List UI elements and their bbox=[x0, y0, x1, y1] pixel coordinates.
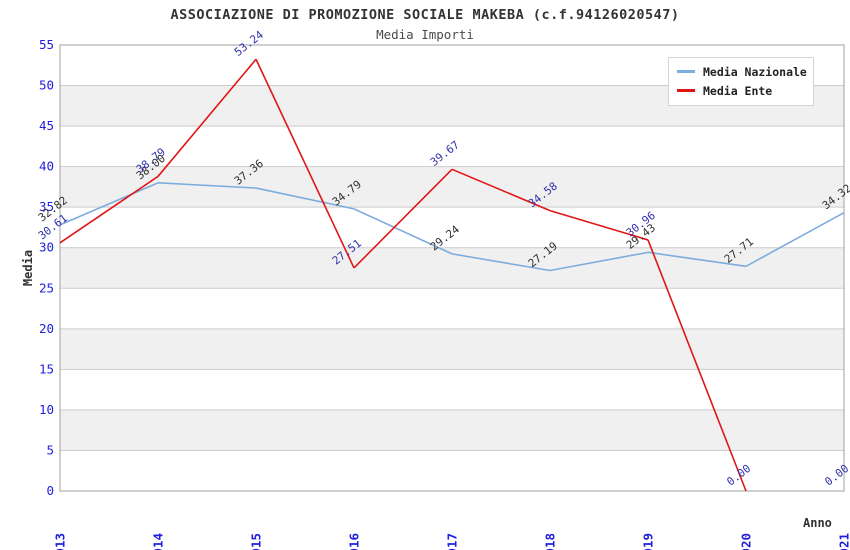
legend-item-media-nazionale: Media Nazionale bbox=[677, 62, 807, 81]
series-line-ente bbox=[647, 239, 747, 492]
x-tick-label: 2021 bbox=[837, 533, 850, 550]
x-tick-label: 2018 bbox=[543, 533, 558, 550]
series-line-nazionale bbox=[255, 187, 355, 210]
y-tick-label: 25 bbox=[39, 280, 54, 295]
series-line-nazionale bbox=[549, 251, 649, 272]
series-line-ente bbox=[549, 209, 649, 241]
x-tick-label: 2017 bbox=[445, 533, 460, 550]
legend: Media Nazionale Media Ente bbox=[668, 57, 814, 106]
point-label-ente: 0.00 bbox=[822, 462, 850, 489]
point-label-ente: 39.67 bbox=[428, 138, 462, 169]
series-line-nazionale bbox=[647, 251, 747, 268]
legend-swatch-media-ente-icon bbox=[677, 89, 695, 92]
x-tick-label: 2016 bbox=[347, 533, 362, 550]
y-tick-label: 30 bbox=[39, 240, 54, 255]
x-tick-label: 2013 bbox=[53, 533, 68, 550]
series-line-ente bbox=[451, 168, 551, 212]
plot-border bbox=[59, 44, 845, 492]
y-tick-label: 10 bbox=[39, 402, 54, 417]
legend-label-media-nazionale: Media Nazionale bbox=[703, 64, 807, 79]
y-tick-label: 35 bbox=[39, 199, 54, 214]
x-tick-label: 2019 bbox=[641, 533, 656, 550]
series-line-nazionale bbox=[157, 182, 257, 189]
series-line-nazionale bbox=[353, 208, 453, 255]
y-tick-label: 45 bbox=[39, 118, 54, 133]
y-tick-label: 20 bbox=[39, 321, 54, 336]
series-line-ente bbox=[157, 58, 257, 177]
y-tick-label: 40 bbox=[39, 159, 54, 174]
chart-subtitle: Media Importi bbox=[376, 27, 474, 42]
series-line-ente bbox=[353, 168, 453, 269]
plot-band bbox=[60, 166, 844, 208]
series-line-nazionale bbox=[745, 211, 845, 267]
series-line-ente bbox=[59, 175, 159, 244]
chart-title: ASSOCIAZIONE DI PROMOZIONE SOCIALE MAKEB… bbox=[170, 7, 680, 23]
y-tick-label: 55 bbox=[39, 37, 54, 52]
x-tick-label: 2020 bbox=[739, 533, 754, 550]
point-label-ente: 0.00 bbox=[724, 462, 753, 489]
x-axis-title: Anno bbox=[803, 516, 832, 530]
legend-item-media-ente: Media Ente bbox=[677, 81, 805, 100]
y-axis-title: Media bbox=[21, 249, 35, 287]
series-line-ente bbox=[255, 58, 355, 269]
y-tick-label: 50 bbox=[39, 78, 54, 93]
legend-label-media-ente: Media Ente bbox=[703, 83, 773, 98]
y-tick-label: 15 bbox=[39, 361, 54, 376]
plot-band bbox=[60, 409, 844, 451]
x-tick-label: 2014 bbox=[151, 533, 166, 550]
series-line-nazionale bbox=[451, 253, 551, 272]
y-tick-label: 5 bbox=[46, 442, 54, 457]
y-tick-label: 0 bbox=[46, 483, 54, 498]
legend-swatch-media-nazionale-icon bbox=[677, 70, 695, 73]
plot-band bbox=[60, 328, 844, 370]
series-line-nazionale bbox=[59, 182, 159, 226]
x-tick-label: 2015 bbox=[249, 533, 264, 550]
point-label-ente: 53.24 bbox=[232, 28, 266, 59]
